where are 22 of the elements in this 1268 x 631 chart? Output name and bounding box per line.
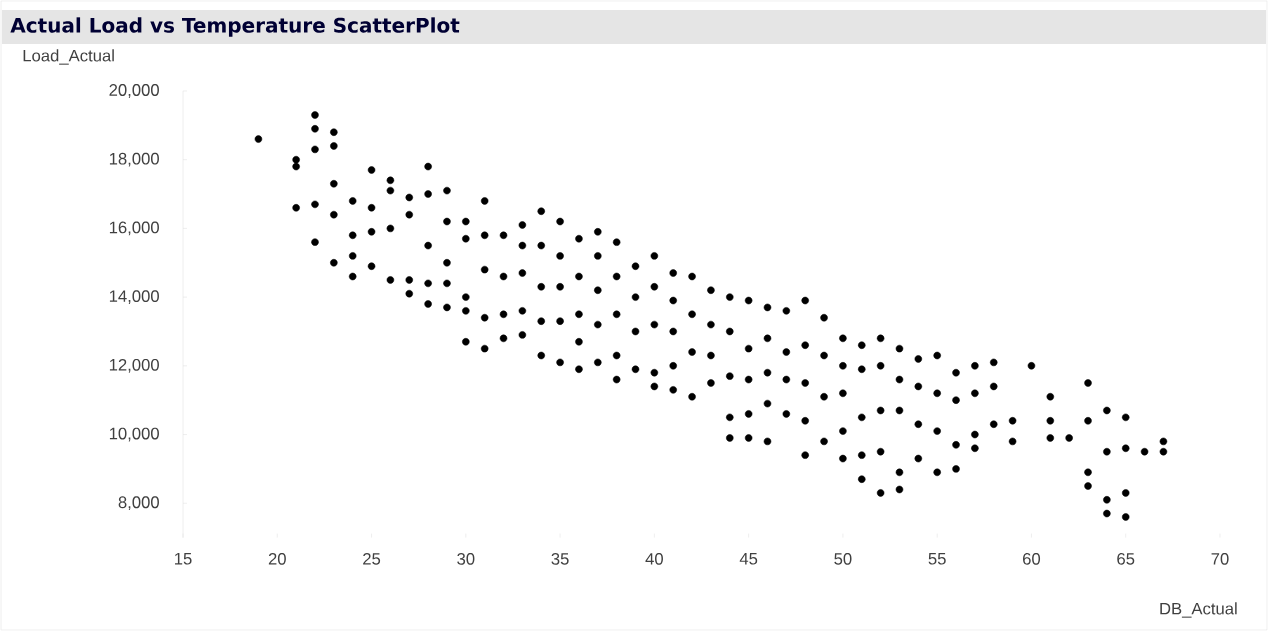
chart-title: Actual Load vs Temperature ScatterPlot: [10, 17, 460, 37]
y-axis-title: Load_Actual: [23, 49, 114, 65]
x-tick-label: 70: [1211, 552, 1229, 565]
y-tick-label: 16,000: [109, 221, 159, 236]
y-tick-label: 8,000: [118, 496, 159, 511]
y-tick-label: 10,000: [109, 427, 159, 442]
x-tick-label: 55: [928, 552, 946, 565]
x-tick-label: 30: [457, 552, 475, 565]
x-tick-label: 40: [645, 552, 663, 565]
y-tick-label: 20,000: [109, 84, 159, 98]
x-tick-label: 60: [1023, 552, 1041, 565]
y-tick-label: 18,000: [109, 152, 159, 167]
x-tick-label: 20: [268, 552, 286, 565]
x-tick-label: 45: [739, 552, 758, 565]
x-axis-title: DB_Actual: [1160, 602, 1237, 618]
y-tick-label: 14,000: [109, 290, 159, 304]
x-tick-label: 25: [363, 552, 381, 565]
y-tick-label: 12,000: [109, 358, 159, 373]
x-tick-label: 15: [175, 552, 192, 565]
x-tick-label: 50: [834, 552, 852, 565]
x-tick-label: 35: [551, 552, 569, 565]
x-tick-label: 65: [1117, 552, 1135, 565]
